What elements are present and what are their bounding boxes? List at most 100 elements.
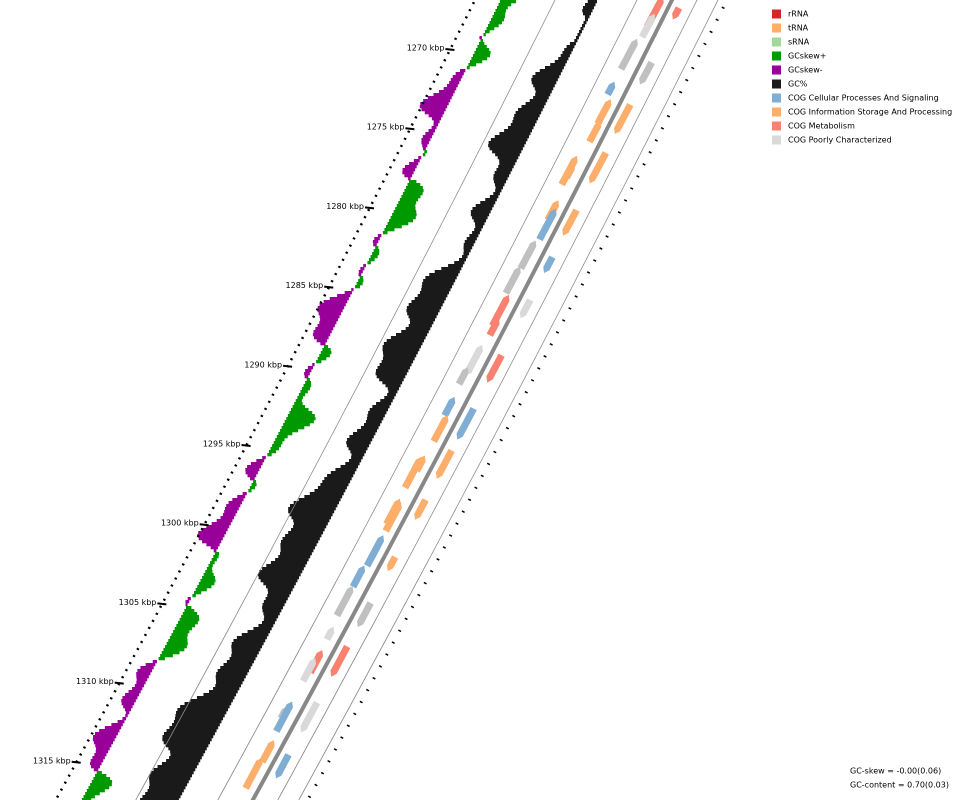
gc-skew-bar [276, 435, 288, 439]
gc-skew-bar [158, 657, 165, 661]
gc-content-bar [582, 12, 591, 16]
gc-content-bar [309, 492, 344, 496]
gc-skew-bar [433, 123, 439, 127]
gene-feature [330, 644, 351, 677]
gc-content-bar [534, 87, 554, 91]
gc-content-bar [485, 198, 497, 202]
gc-content-bar [489, 147, 523, 151]
gc-skew-bar [392, 213, 417, 217]
gc-skew-bar [401, 195, 421, 199]
gc-content-bar [174, 717, 224, 721]
gc-content-bar [231, 648, 261, 652]
gc-skew-bar [356, 282, 363, 286]
gc-content-bar [175, 714, 225, 718]
gc-content-bar [264, 615, 279, 619]
gc-content-bar [366, 417, 384, 421]
gc-content-bar [162, 735, 214, 739]
gc-skew-bar [206, 525, 230, 529]
gc-skew-bar [329, 297, 349, 301]
gc-content-bar [396, 333, 428, 337]
gc-content-bar [580, 27, 584, 31]
tick-label: 1305 kbp [119, 598, 157, 607]
gene-feature [435, 448, 455, 479]
gc-content-bar [474, 222, 485, 226]
gc-content-bar [406, 309, 440, 313]
gene-feature [558, 155, 578, 187]
gc-skew-bar [300, 390, 308, 394]
gc-skew-bar [322, 348, 331, 352]
gc-content-bar [280, 549, 314, 553]
gc-skew-bar [402, 171, 414, 175]
gc-skew-bar [281, 426, 305, 430]
gene-feature [273, 701, 293, 733]
gc-skew-bar [251, 483, 257, 487]
gc-content-bar [584, 18, 588, 22]
gc-skew-bar [291, 408, 309, 412]
gene-feature [486, 317, 500, 337]
gene-feature [588, 151, 609, 184]
gc-skew-bar [198, 537, 223, 541]
gc-skew-bar [320, 318, 338, 322]
gc-skew-bar [213, 549, 217, 553]
gc-skew-bar [242, 492, 247, 496]
gc-content-bar [493, 180, 507, 184]
gc-skew-bar [201, 528, 228, 532]
gc-skew-bar [399, 198, 419, 202]
gc-skew-bar [125, 714, 128, 718]
gene-feature [614, 102, 634, 134]
track-line [298, 0, 719, 800]
gc-content-bar [383, 354, 417, 358]
gc-content-bar [352, 432, 376, 436]
gc-skew-bar [359, 276, 364, 280]
gc-content-bar [320, 483, 349, 487]
gc-content-bar [149, 774, 193, 778]
gene-feature [639, 60, 655, 85]
gc-skew-bar [140, 666, 154, 670]
gc-content-bar [383, 342, 423, 346]
gc-skew-bar [294, 402, 303, 406]
gc-skew-bar [404, 189, 424, 193]
gc-skew-bar [413, 159, 420, 163]
gc-skew-bar [475, 48, 490, 52]
gc-skew-bar [484, 30, 490, 34]
gc-skew-bar [446, 84, 458, 88]
gc-content-bar [463, 252, 470, 256]
gc-content-bar [564, 48, 573, 52]
gc-content-bar [247, 630, 271, 634]
gc-content-bar [493, 177, 508, 181]
gc-skew-bar [185, 606, 192, 610]
gc-content-bar [377, 366, 410, 370]
gc-skew-bar [427, 96, 452, 100]
gc-content-bar [470, 213, 490, 217]
gc-content-bar [263, 600, 287, 604]
gc-skew-bar [169, 636, 188, 640]
gc-content-bar [190, 699, 233, 703]
gc-skew-bar [90, 762, 102, 766]
gc-skew-bar [91, 780, 113, 784]
gc-skew-bar [121, 702, 135, 706]
gc-content-bar [533, 84, 555, 88]
gc-skew-bar [375, 246, 379, 250]
gc-skew-bar [165, 645, 187, 649]
gc-skew-bar [479, 36, 482, 40]
gc-content-bar [293, 501, 339, 505]
gc-content-bar [280, 540, 319, 544]
legend-swatch [772, 79, 781, 89]
gc-skew-bar [304, 375, 309, 379]
gene-feature [519, 298, 534, 319]
gc-content-bar [176, 711, 227, 715]
legend-label: GCskew+ [788, 52, 826, 61]
gc-content-bar [266, 564, 306, 568]
gc-content-bar [203, 693, 237, 697]
major-tick [71, 760, 81, 764]
gc-skew-bar [389, 219, 414, 223]
gc-content-bar [585, 3, 596, 7]
gc-skew-bar [317, 357, 327, 361]
gc-content-bar [163, 741, 211, 745]
gc-skew-bar [302, 387, 311, 391]
gc-skew-bar [337, 294, 351, 298]
tick-label: 1300 kbp [161, 519, 199, 528]
gc-skew-bar [195, 588, 207, 592]
gc-skew-bar [498, 3, 512, 7]
